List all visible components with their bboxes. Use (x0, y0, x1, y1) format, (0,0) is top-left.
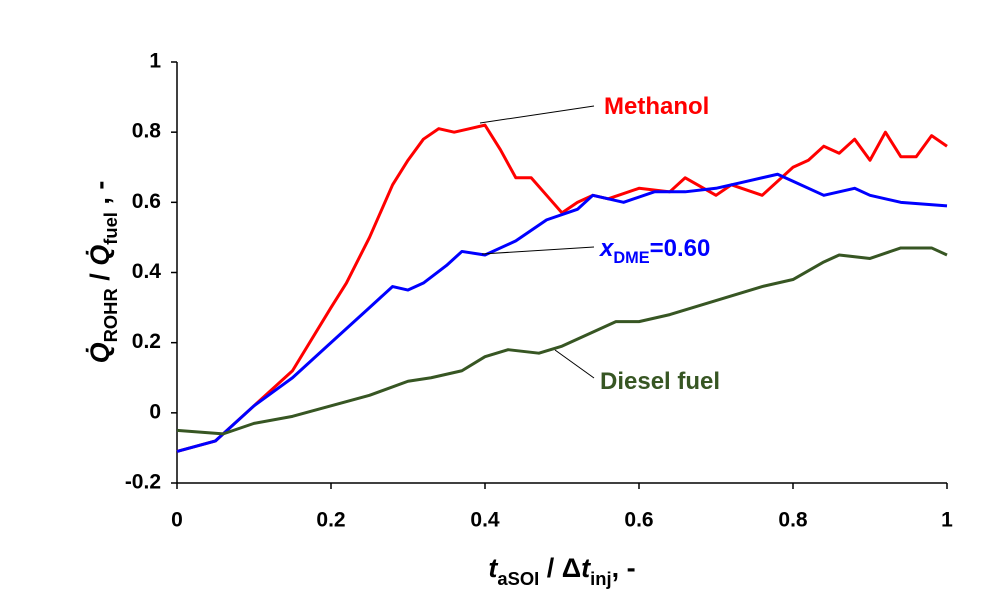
leader-line (554, 349, 595, 379)
y-tick-label: 0.6 (132, 190, 161, 213)
label-part: inj (590, 568, 611, 589)
x-tick-label: 0.8 (778, 509, 808, 532)
y-tick-label: -0.2 (125, 471, 161, 494)
label-part: DME (613, 249, 649, 267)
series-label: xDME=0.60 (598, 235, 710, 267)
label-part: t (581, 553, 591, 583)
label-part: aSOI (497, 568, 539, 589)
label-part: , - (612, 553, 636, 583)
label-part: fuel (100, 212, 121, 245)
y-tick-label: 0.4 (132, 260, 162, 283)
data-line (176, 246, 948, 436)
label-part: x (598, 235, 615, 262)
label-part: / Δ (539, 553, 581, 583)
y-tick-label: 0 (149, 400, 161, 423)
x-tick-label: 0 (171, 509, 183, 532)
y-tick-label: 0.2 (132, 330, 161, 353)
label-part: t (488, 553, 498, 583)
series-label: Methanol (604, 93, 709, 120)
label-part: ROHR (100, 288, 121, 342)
x-tick-label: 1 (941, 509, 953, 532)
y-axis-label: Q̇ROHR / Q̇fuel , - (85, 181, 121, 364)
label-part: Q̇ (85, 342, 115, 363)
series-label: Diesel fuel (600, 368, 720, 395)
x-tick-label: 0.2 (316, 509, 345, 532)
label-part: Diesel fuel (600, 368, 720, 395)
y-tick-label: 0.8 (132, 120, 162, 143)
leader-line (479, 105, 595, 124)
y-tick-label: 1 (149, 50, 161, 73)
label-part: / (85, 266, 115, 289)
x-tick-label: 0.4 (470, 509, 500, 532)
data-line (176, 123, 948, 453)
x-axis-label: taSOI / Δtinj, - (488, 553, 635, 589)
leader-line (481, 246, 595, 255)
label-part: Q̇ (85, 245, 115, 266)
label-part: , - (85, 181, 115, 213)
data-line (176, 172, 948, 453)
label-part: Methanol (604, 93, 709, 120)
label-part: =0.60 (650, 235, 711, 262)
x-tick-label: 0.6 (624, 509, 653, 532)
